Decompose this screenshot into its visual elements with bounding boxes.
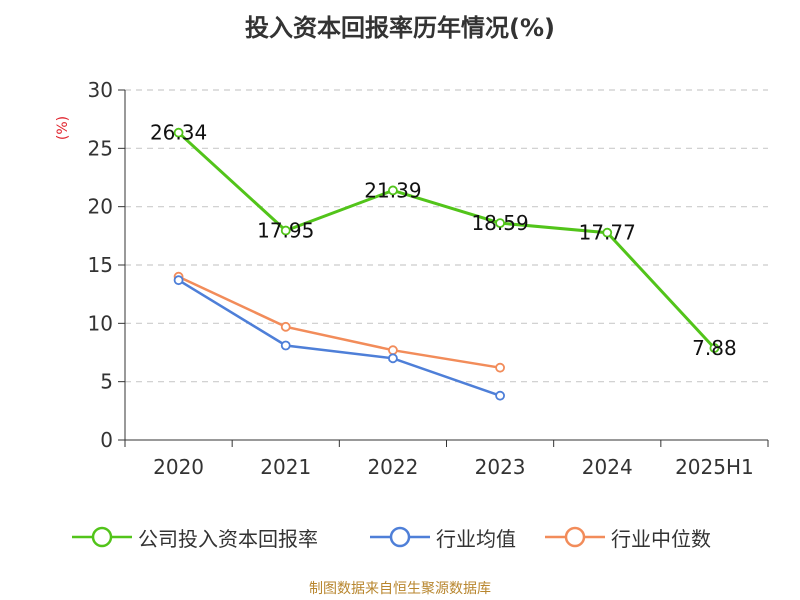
series-line-0: [177, 131, 716, 350]
series-2-point-2023: [495, 362, 505, 373]
x-tick-label-2024: 2024: [582, 455, 633, 479]
legend-label-industry-mean: 行业均值: [436, 526, 516, 551]
series-line-2: [178, 275, 501, 369]
series-1-point-2020: [173, 275, 184, 286]
legend-item-industry-mean[interactable]: 行业均值: [370, 522, 516, 552]
legend-item-company[interactable]: 公司投入资本回报率: [72, 522, 318, 552]
x-tick-label-2022: 2022: [367, 455, 418, 479]
y-tick-label-0: 0: [100, 428, 113, 452]
series-1-point-2021: [280, 340, 291, 351]
legend-swatch-industry-mean: [370, 526, 430, 548]
series-2-point-2022: [388, 345, 398, 356]
series-0-point-2025H1: [709, 343, 720, 353]
series-1-point-2022: [388, 353, 398, 364]
axes: 0 5 10 15 20 25 30 2020 2021 2022 2023 2024 2025H1 (%…: [55, 78, 769, 479]
data-label-2020: 26.34: [150, 121, 207, 145]
x-tick-label-2021: 2021: [260, 455, 311, 479]
y-axis-label: (%): [55, 116, 71, 140]
series-0-point-2020: [173, 127, 184, 138]
data-label-2021: 17.95: [257, 219, 314, 243]
data-labels: 26.34 17.95 21.39 18.59 17.77 7.88: [150, 121, 737, 360]
series-layer: [173, 127, 720, 401]
legend-label-company: 公司投入资本回报率: [138, 526, 318, 551]
legend-swatch-industry-median: [545, 526, 605, 548]
x-tick-label-2020: 2020: [153, 455, 204, 479]
data-label-2024: 17.77: [579, 221, 636, 245]
data-label-2025H1: 7.88: [692, 336, 737, 360]
series-0-point-2024: [602, 227, 613, 238]
y-tick-label-30: 30: [88, 78, 113, 102]
series-2-point-2021: [280, 321, 291, 332]
source-note: 制图数据来自恒生聚源数据库: [309, 581, 491, 597]
x-tick-label-2025H1: 2025H1: [675, 455, 754, 479]
y-tick-label-10: 10: [88, 311, 113, 335]
legend-item-industry-median[interactable]: 行业中位数: [545, 522, 711, 552]
series-1-point-2023: [495, 390, 505, 401]
x-tick-label-2023: 2023: [475, 455, 526, 479]
series-0-point-2023: [495, 218, 505, 229]
data-label-2022: 21.39: [364, 178, 421, 202]
legend-label-industry-median: 行业中位数: [611, 526, 711, 551]
y-tick-label-5: 5: [100, 370, 113, 394]
legend: 公司投入资本回报率 行业均值 行业中位数: [0, 522, 800, 552]
legend-swatch-company: [72, 526, 132, 548]
y-tick-label-25: 25: [88, 136, 113, 160]
series-line-1: [177, 279, 501, 397]
data-label-2023: 18.59: [471, 211, 528, 235]
series-0-point-2022: [388, 185, 398, 196]
y-tick-label-15: 15: [88, 253, 113, 277]
series-0-point-2021: [280, 225, 291, 236]
grid-lines: [125, 89, 768, 383]
chart-title: 投入资本回报率历年情况(%): [245, 14, 555, 42]
y-tick-label-20: 20: [88, 195, 113, 219]
